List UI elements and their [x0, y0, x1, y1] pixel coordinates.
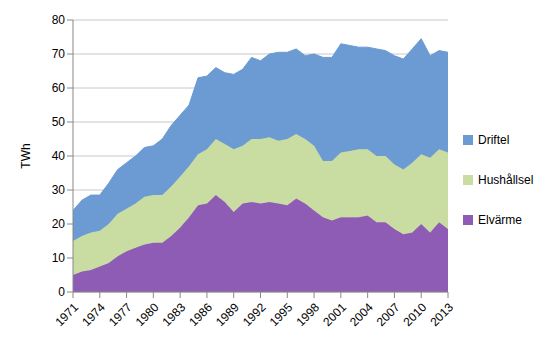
- svg-text:60: 60: [52, 81, 66, 95]
- svg-text:1980: 1980: [133, 300, 162, 329]
- svg-text:1998: 1998: [293, 300, 322, 329]
- svg-text:1983: 1983: [160, 300, 189, 329]
- svg-text:1977: 1977: [106, 300, 135, 329]
- svg-text:1995: 1995: [267, 300, 296, 329]
- svg-text:0: 0: [58, 285, 65, 299]
- svg-text:2004: 2004: [347, 300, 376, 329]
- svg-text:1971: 1971: [52, 300, 81, 329]
- svg-text:2013: 2013: [427, 300, 456, 329]
- svg-text:80: 80: [52, 13, 66, 27]
- svg-text:20: 20: [52, 217, 66, 231]
- svg-text:50: 50: [52, 115, 66, 129]
- html-text:Hushållsel: Hushållsel: [478, 173, 534, 187]
- svg-text:30: 30: [52, 183, 66, 197]
- svg-text:2007: 2007: [374, 300, 403, 329]
- svg-text:1992: 1992: [240, 300, 269, 329]
- svg-text:70: 70: [52, 47, 66, 61]
- html-text:Elvärme: Elvärme: [478, 213, 522, 227]
- svg-text:2010: 2010: [401, 300, 430, 329]
- svg-text:1974: 1974: [79, 300, 108, 329]
- svg-text:2001: 2001: [320, 300, 349, 329]
- html-text:Driftel: Driftel: [478, 133, 510, 147]
- svg-text:40: 40: [52, 149, 66, 163]
- svg-text:10: 10: [52, 251, 66, 265]
- svg-text:1989: 1989: [213, 300, 242, 329]
- svg-text:1986: 1986: [186, 300, 215, 329]
- svg-text:TWh: TWh: [19, 143, 33, 168]
